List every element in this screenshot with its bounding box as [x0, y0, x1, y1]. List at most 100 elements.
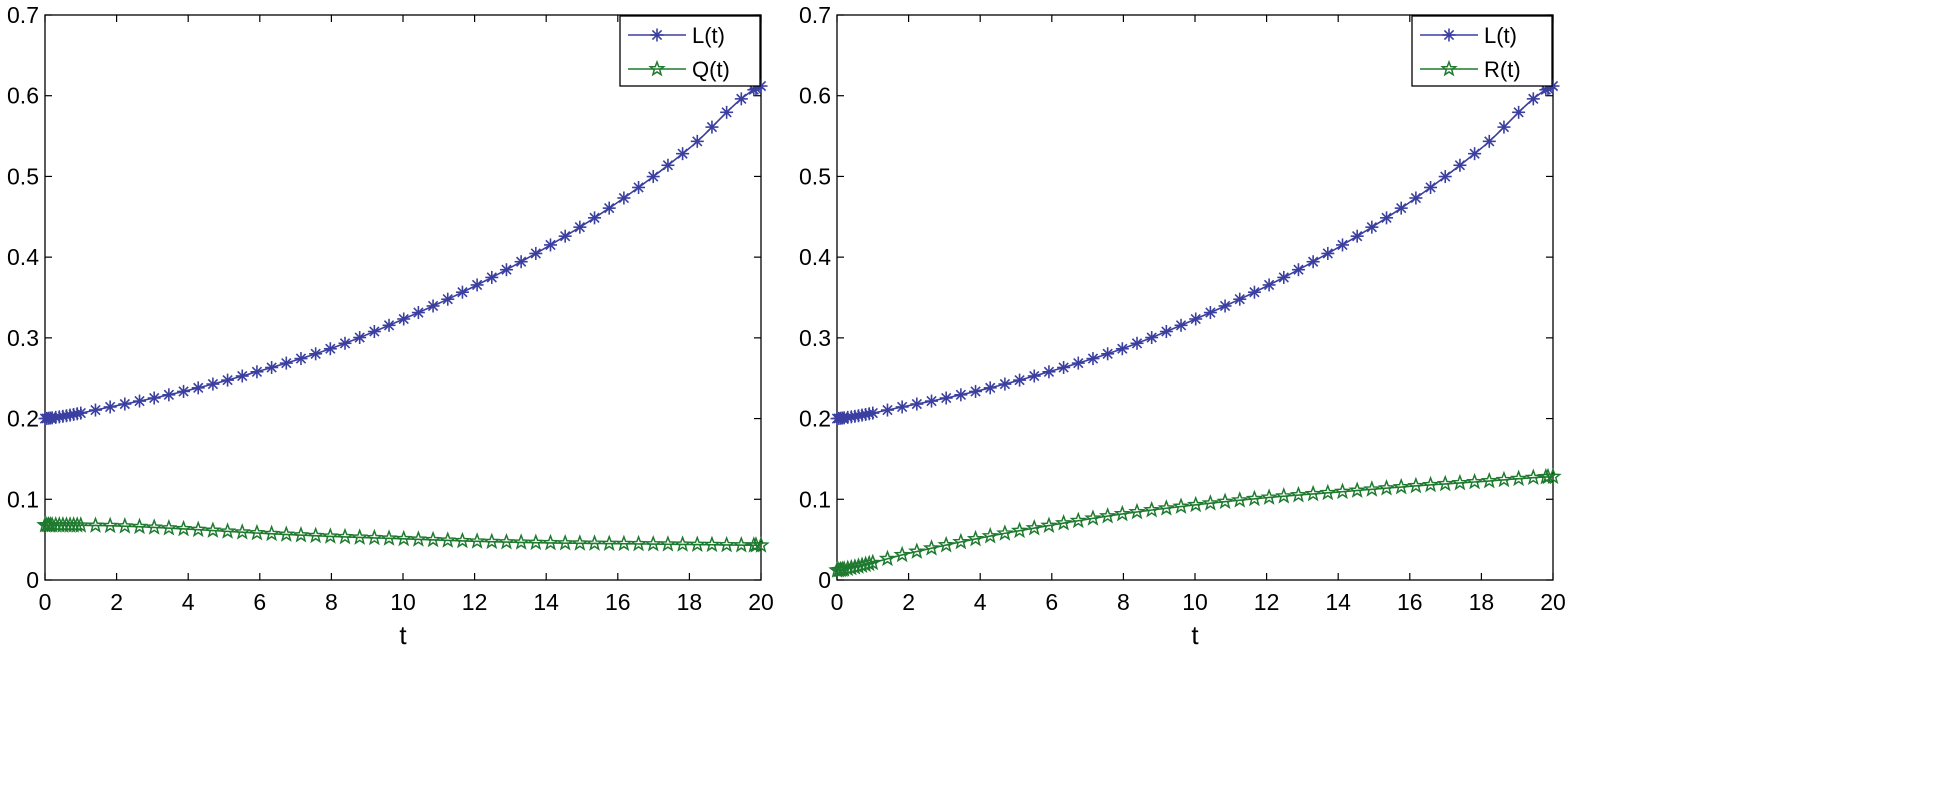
data-point-stroke: [882, 404, 893, 416]
data-point-stroke: [1263, 279, 1275, 291]
data-point-stroke: [955, 389, 967, 400]
data-point-stroke: [442, 294, 453, 305]
data-point: [147, 391, 161, 405]
data-point: [908, 542, 926, 559]
data-point-stroke: [193, 382, 204, 394]
data-point: [86, 516, 105, 533]
data-point: [424, 530, 442, 548]
data-point-stroke: [589, 212, 600, 223]
data-point-stroke: [1131, 338, 1143, 349]
data-point: [996, 524, 1014, 541]
data-point: [1544, 467, 1562, 485]
data-point-stroke: [1175, 320, 1187, 331]
data-point: [294, 352, 308, 366]
data-point-stroke: [1454, 160, 1466, 171]
data-point: [864, 553, 882, 571]
data-point-stroke: [501, 264, 512, 275]
data-point-stroke: [354, 332, 365, 343]
data-point: [174, 519, 193, 537]
legend-box: [1411, 15, 1553, 87]
data-point: [1497, 120, 1511, 134]
legend-entry: R(t): [1420, 57, 1521, 82]
data-point: [248, 523, 266, 541]
data-point-stroke: [985, 382, 996, 394]
x-axis-label: t: [1191, 620, 1199, 650]
data-point: [588, 211, 602, 225]
data-point: [1025, 518, 1043, 536]
y-tick-label: 0.4: [799, 244, 831, 270]
data-point: [1363, 480, 1381, 497]
data-point-stroke: [574, 221, 586, 233]
data-point-stroke: [1014, 374, 1025, 386]
data-point: [1451, 473, 1469, 491]
data-point: [1453, 158, 1467, 172]
data-point-stroke: [486, 272, 497, 283]
data-point: [470, 278, 484, 292]
legend-label: L(t): [692, 23, 725, 48]
data-point: [1084, 509, 1102, 526]
data-point-stroke: [413, 307, 424, 318]
data-point-stroke: [1278, 272, 1289, 283]
data-point: [233, 523, 251, 540]
data-point-stroke: [1043, 366, 1055, 377]
data-point: [705, 120, 719, 134]
y-tick-label: 0.3: [7, 325, 39, 351]
data-point: [573, 220, 587, 234]
data-point-stroke: [911, 398, 922, 410]
data-point: [617, 191, 631, 205]
data-point: [1172, 497, 1190, 514]
data-point-stroke: [266, 362, 277, 373]
data-point: [74, 406, 88, 420]
data-point-stroke: [941, 392, 952, 404]
data-point: [541, 533, 560, 551]
data-point-stroke: [1440, 171, 1451, 182]
data-point-stroke: [1219, 300, 1231, 312]
data-point: [1157, 499, 1176, 516]
data-point-stroke: [1146, 332, 1157, 343]
data-point: [221, 373, 235, 387]
data-point: [632, 180, 646, 194]
data-point: [1130, 336, 1144, 350]
y-tick-label: 0.1: [7, 486, 39, 512]
x-tick-label: 4: [182, 589, 195, 615]
data-point: [116, 517, 134, 534]
data-point-stroke: [604, 202, 615, 214]
data-point-stroke: [721, 107, 732, 118]
legend-marker: [1440, 59, 1458, 77]
data-point: [1189, 312, 1203, 326]
data-point: [969, 384, 983, 398]
data-point: [395, 529, 413, 547]
data-point: [661, 158, 675, 172]
data-point-stroke: [119, 398, 130, 410]
y-tick-label: 0.7: [7, 2, 39, 28]
x-tick-label: 0: [39, 589, 52, 615]
data-point: [483, 532, 501, 550]
data-point: [485, 270, 499, 284]
data-point: [644, 534, 662, 552]
data-point: [309, 347, 323, 361]
x-tick-label: 20: [748, 589, 774, 615]
data-point: [646, 170, 660, 184]
data-point-stroke: [1410, 192, 1422, 204]
data-point-stroke: [1547, 80, 1559, 92]
data-point: [204, 521, 222, 538]
data-point: [720, 105, 734, 119]
data-point: [966, 529, 985, 547]
legend-marker-stroke: [1443, 29, 1455, 41]
data-point: [688, 535, 706, 552]
data-point-stroke: [896, 401, 908, 413]
legend-label: L(t): [1484, 23, 1517, 48]
data-point: [1409, 191, 1423, 205]
data-point: [1319, 483, 1337, 501]
data-point: [1071, 356, 1085, 370]
data-point: [981, 526, 999, 544]
data-point: [952, 532, 970, 550]
x-axis-label: t: [399, 620, 407, 650]
data-point: [1380, 211, 1394, 225]
legend-entry: Q(t): [628, 57, 730, 82]
data-point-stroke: [383, 320, 395, 331]
data-point-stroke: [207, 378, 219, 390]
data-point-stroke: [178, 386, 189, 397]
data-point: [1101, 347, 1115, 361]
data-point-stroke: [1322, 248, 1333, 259]
